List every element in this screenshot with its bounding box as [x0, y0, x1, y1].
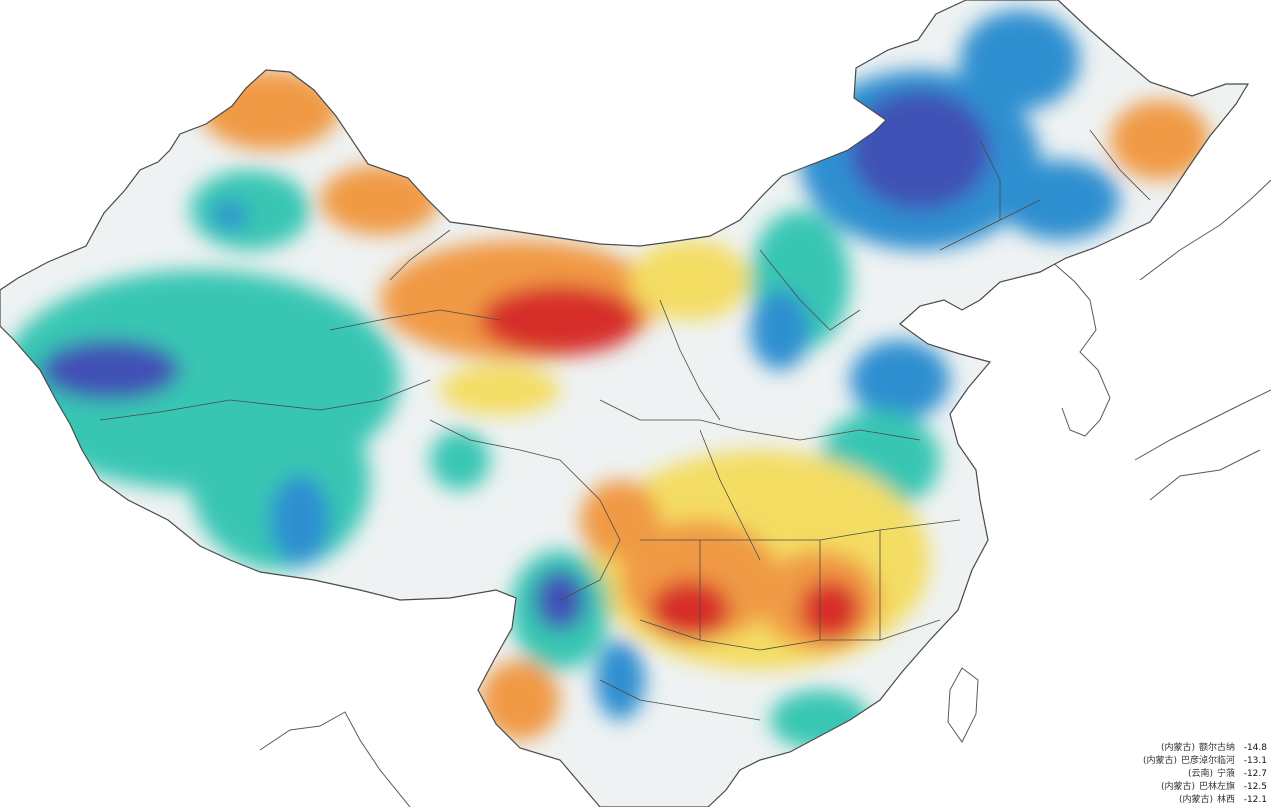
southwest-border: [259, 711, 411, 807]
legend-province: (内蒙古): [1178, 795, 1213, 805]
legend-value: -13.1: [1243, 756, 1267, 766]
legend-province: (内蒙古): [1142, 756, 1177, 766]
province-borders: [99, 129, 1151, 721]
legend-value: -12.7: [1243, 769, 1267, 779]
legend-row: (云南) 宁蒗 -12.7: [1107, 768, 1267, 781]
japan-coast-1: [1134, 389, 1271, 461]
legend-station: 宁蒗: [1216, 769, 1235, 779]
japan-coast-3: [1139, 179, 1271, 281]
legend-row: (内蒙古) 额尔古纳 -14.8: [1107, 742, 1267, 755]
legend-station: 额尔古纳: [1198, 743, 1235, 753]
legend-row: (内蒙古) 巴林左旗 -12.5: [1107, 781, 1267, 794]
legend-row: (内蒙古) 巴彦淖尔临河 -13.1: [1107, 755, 1267, 768]
legend-station: 巴彦淖尔临河: [1180, 756, 1235, 766]
korea-coast: [1049, 259, 1111, 437]
station-ranking-legend: (内蒙古) 额尔古纳 -14.8 (内蒙古) 巴彦淖尔临河 -13.1 (云南)…: [1107, 742, 1267, 807]
neighbour-coastlines: [259, 179, 1271, 807]
legend-station: 林西: [1216, 795, 1235, 805]
legend-row: (内蒙古) 林西 -12.1: [1107, 794, 1267, 807]
legend-province: (内蒙古): [1160, 782, 1195, 792]
legend-province: (内蒙古): [1160, 743, 1195, 753]
legend-value: -12.5: [1243, 782, 1267, 792]
taiwan-coast: [947, 667, 979, 743]
japan-coast-2: [1149, 449, 1261, 501]
legend-province: (云南): [1187, 769, 1213, 779]
legend-value: -12.1: [1243, 795, 1267, 805]
legend-station: 巴林左旗: [1198, 782, 1235, 792]
legend-value: -14.8: [1243, 743, 1267, 753]
